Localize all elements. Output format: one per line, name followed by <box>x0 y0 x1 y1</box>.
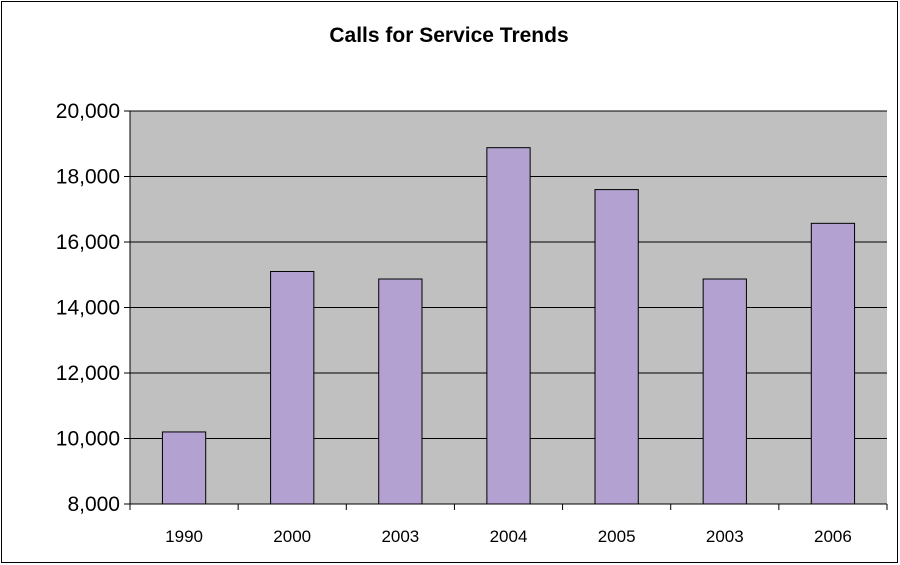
chart-title: Calls for Service Trends <box>329 24 568 47</box>
x-tick-label-2: 2003 <box>381 527 419 546</box>
bar-5 <box>702 278 747 505</box>
bar-3 <box>486 147 531 505</box>
bar-2 <box>378 278 423 505</box>
bar-0 <box>161 431 207 505</box>
bar-1 <box>270 270 315 505</box>
y-tick-label-1: 10,000 <box>56 428 120 451</box>
y-tick-label-3: 14,000 <box>56 297 120 320</box>
y-tick-label-4: 16,000 <box>56 231 120 254</box>
x-tick-label-4: 2005 <box>598 527 636 546</box>
y-axis: 8,000 10,000 12,000 14,000 16,000 18,000 20,00… <box>56 100 131 516</box>
x-tick-label-6: 2006 <box>814 527 852 546</box>
bar-6 <box>810 222 856 505</box>
y-tick-label-5: 18,000 <box>56 166 120 189</box>
y-tick-label-0: 8,000 <box>67 493 120 516</box>
y-tick-label-6: 20,000 <box>56 100 120 123</box>
x-tick-label-3: 2004 <box>490 527 528 546</box>
x-axis: 1990 2000 2003 2004 2005 2003 2006 <box>129 503 888 546</box>
bar-4 <box>594 189 639 505</box>
x-tick-label-0: 1990 <box>165 527 203 546</box>
y-tick-label-2: 12,000 <box>56 362 120 385</box>
x-tick-label-1: 2000 <box>273 527 311 546</box>
x-tick-label-5: 2003 <box>706 527 744 546</box>
